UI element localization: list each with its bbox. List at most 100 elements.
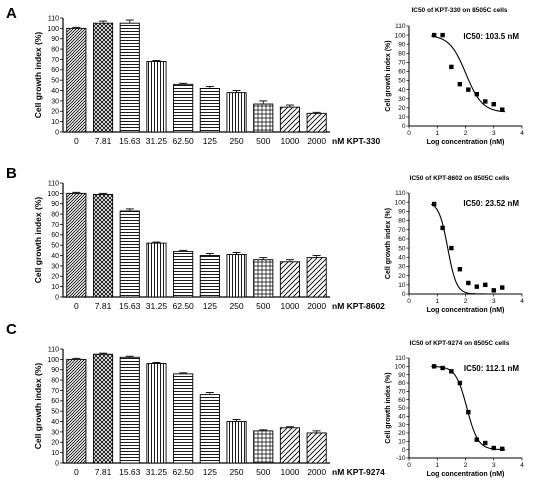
y-tick-label: 30 [398,96,406,103]
chart-title: IC50 of KPT-330 on 8505C cells [411,7,507,14]
y-tick-label: 10 [51,450,59,457]
x-tick-label: 7.81 [95,136,112,146]
data-point [483,282,488,288]
ic50-annotation: IC50: 23.52 nM [463,199,519,208]
y-axis-title: Cell growth index (%) [385,40,392,111]
y-tick-label: 70 [51,388,59,395]
y-axis-title: Cell growth index (%) [33,363,43,450]
x-tick-label: 500 [256,301,270,311]
y-tick-label: 70 [51,222,59,229]
bar [66,27,87,133]
x-tick-label: 4 [520,298,524,305]
y-tick-label: 50 [398,245,406,252]
y-tick-label: 60 [51,398,59,405]
y-tick-label: 60 [398,236,406,243]
y-tick-label: 10 [51,284,59,291]
data-point [483,440,488,446]
y-tick-label: 90 [51,367,59,374]
y-tick-label: 40 [51,88,59,95]
unit-label: nM KPT-8602 [332,301,385,311]
data-point [431,201,437,207]
y-tick-label: 10 [398,282,406,289]
x-tick-label: 2 [464,462,468,469]
y-tick-label: 0 [402,123,406,130]
y-tick-label: 30 [51,98,59,105]
dose-response-chart-a: IC50 of KPT-330 on 8505C cells0102030405… [385,7,524,146]
x-tick-label: 2 [464,298,468,305]
data-point [474,437,479,442]
x-tick-label: 125 [203,301,217,311]
data-point [491,445,496,451]
x-tick-label: 1 [435,130,439,137]
y-tick-label: 40 [398,87,406,94]
data-point [431,364,437,369]
y-tick-label: 10 [51,119,59,126]
y-tick-label: 110 [395,190,406,197]
y-tick-label: 0 [55,129,59,136]
x-tick-label: 7.81 [95,467,112,477]
y-tick-label: 30 [398,264,406,271]
y-tick-label: 20 [398,273,406,280]
bar [226,254,247,298]
x-tick-label: 0 [74,467,79,477]
y-tick-label: 90 [51,201,59,208]
x-tick-label: 1000 [280,467,299,477]
bar [306,257,327,298]
y-tick-label: 50 [51,409,59,416]
data-point [466,87,471,92]
x-tick-label: 3 [492,462,496,469]
bar [146,242,167,298]
y-tick-label: 30 [51,429,59,436]
x-tick-label: 62.50 [173,467,195,477]
y-axis-title: Cell growth index (%) [33,197,43,284]
x-tick-label: 3 [492,130,496,137]
bar [92,193,114,298]
bar [119,356,140,464]
y-tick-label: 70 [51,57,59,64]
y-tick-label: 60 [51,67,59,74]
data-point [474,91,479,97]
bar [226,421,247,464]
x-tick-label: 2000 [307,301,326,311]
y-tick-label: 20 [51,109,59,116]
x-tick-label: 500 [256,467,270,477]
y-tick-label: 90 [398,209,406,216]
chart-title: IC50 of KPT-8602 on 8505C cells [410,175,510,182]
x-tick-label: 4 [520,462,524,469]
x-tick-label: 15.63 [119,136,141,146]
ic50-annotation: IC50: 112.1 nM [464,364,519,373]
y-tick-label: 80 [51,377,59,384]
data-point [466,409,471,415]
x-axis-title: Log concentration (nM) [427,139,505,146]
y-tick-label: 60 [398,397,406,404]
x-tick-label: 15.63 [119,467,141,477]
x-tick-label: 250 [229,467,243,477]
x-tick-label: 1 [435,298,439,305]
data-point [431,32,437,38]
x-tick-label: 0 [407,298,411,305]
bar [92,353,114,464]
y-tick-label: 50 [398,78,406,85]
bar-chart-c: 0 10 20 30 40 50 60 70 80 90 100 110 Cell growth ind… [33,346,385,477]
y-tick-label: 60 [398,69,406,76]
data-point [466,280,471,286]
y-tick-label: 100 [47,191,59,198]
x-tick-label: 15.63 [119,301,141,311]
y-tick-label: 90 [398,41,406,48]
y-tick-label: 70 [398,389,406,396]
bar [279,106,301,133]
x-tick-label: 4 [520,130,524,137]
bar [199,394,220,464]
x-tick-label: 0 [407,130,411,137]
x-tick-label: 500 [256,136,270,146]
unit-label: nM KPT-9274 [332,467,385,477]
bar [226,92,247,133]
bar-chart-b: 0 10 20 30 40 50 60 70 80 90 100 110 Cell growth ind… [33,180,385,311]
x-tick-label: 7.81 [95,301,112,311]
y-tick-label: 80 [51,211,59,218]
x-tick-label: 0 [74,301,79,311]
bar [66,358,87,464]
y-tick-label: 100 [47,357,59,364]
dose-response-chart-b: IC50 of KPT-8602 on 8505C cells010203040… [385,175,524,314]
